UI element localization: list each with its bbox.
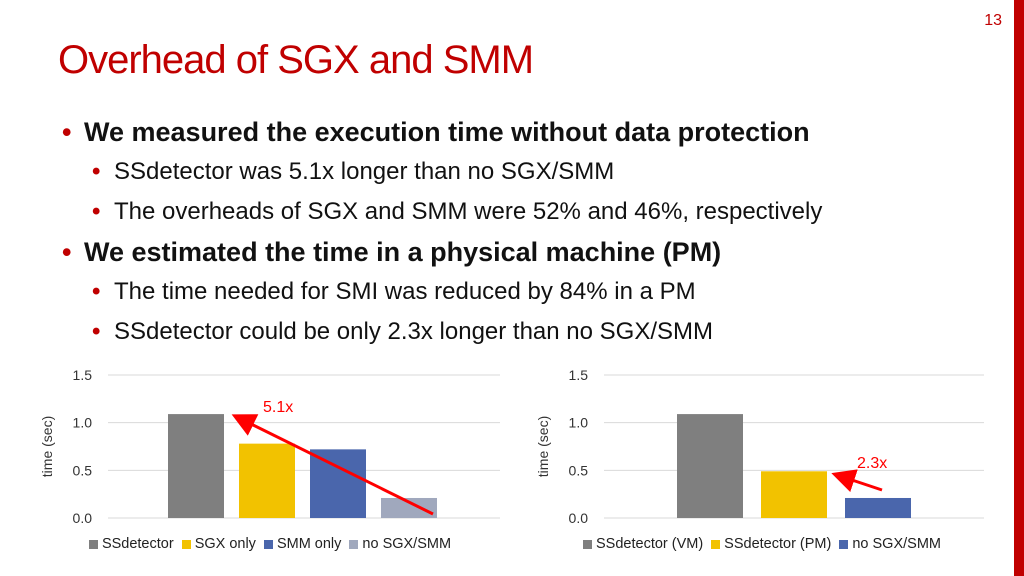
legend-label: SSdetector (PM) (724, 536, 832, 552)
sub-bullet-smi: • The time needed for SMI was reduced by… (62, 272, 962, 312)
y-tick-label: 0.5 (569, 462, 589, 478)
sub-bullet-text: The time needed for SMI was reduced by 8… (114, 278, 696, 305)
annotation-label: 2.3x (857, 455, 887, 472)
legend-item: SSdetector (88, 536, 174, 552)
legend-swatch (181, 539, 191, 549)
legend-label: no SGX/SMM (852, 536, 941, 552)
bar (310, 449, 366, 518)
sub-bullet-5x: • SSdetector was 5.1x longer than no SGX… (62, 152, 962, 192)
bar (381, 497, 437, 518)
bullet-text: We measured the execution time without d… (84, 117, 810, 147)
legend-swatch (88, 539, 98, 549)
legend-item: SMM only (263, 536, 342, 552)
bullet-dot-icon: • (92, 278, 101, 305)
y-tick-label: 1.5 (569, 367, 589, 383)
bullet-dot-icon: • (92, 198, 101, 225)
bullet-dot-icon: • (62, 237, 72, 267)
bar (845, 497, 911, 518)
bar (761, 471, 827, 518)
legend-label: SSdetector (101, 536, 174, 552)
y-tick-label: 1.5 (73, 367, 93, 383)
y-tick-label: 0.0 (73, 510, 93, 526)
legend-item: no SGX/SMM (349, 536, 451, 552)
annotation-arrow (231, 414, 434, 516)
page-title: Overhead of SGX and SMM (58, 38, 534, 82)
bullet-list: • We measured the execution time without… (62, 112, 962, 352)
legend-item: SSdetector (PM) (711, 536, 831, 552)
y-tick-label: 0.0 (569, 510, 589, 526)
y-tick-label: 1.0 (73, 415, 93, 431)
bullet-dot-icon: • (92, 158, 101, 185)
legend-label: SSdetector (VM) (596, 536, 704, 552)
chart-legend: SSdetector SGX only SMM only no SGX/SMM (20, 536, 520, 552)
legend-label: SMM only (276, 536, 342, 552)
legend-item: SGX only (181, 536, 256, 552)
y-axis-label: time (sec) (535, 416, 551, 477)
chart-vm: 0.0 0.5 1.0 1.5 time (sec) 5.1x SSdetector SGX… (20, 360, 520, 570)
legend-swatch (263, 539, 273, 549)
y-tick-label: 1.0 (569, 415, 589, 431)
bullet-text: We estimated the time in a physical mach… (84, 237, 722, 267)
bullet-estimated: • We estimated the time in a physical ma… (62, 232, 962, 272)
bullet-dot-icon: • (92, 318, 101, 345)
legend-swatch (711, 539, 721, 549)
legend-item: no SGX/SMM (839, 536, 941, 552)
sub-bullet-text: SSdetector could be only 2.3x longer tha… (114, 318, 714, 345)
sub-bullet-text: The overheads of SGX and SMM were 52% an… (114, 198, 823, 225)
y-tick-label: 0.5 (73, 462, 93, 478)
legend-swatch (583, 539, 592, 549)
sub-bullet-2x: • SSdetector could be only 2.3x longer t… (62, 312, 962, 352)
annotation-label: 5.1x (263, 399, 293, 416)
bullet-measured: • We measured the execution time without… (62, 112, 962, 152)
legend-label: SGX only (194, 536, 256, 552)
legend-swatch (349, 539, 359, 549)
legend-item: SSdetector (VM) (583, 536, 703, 552)
chart-pm-svg: 0.0 0.5 1.0 1.5 time (sec) 2.3x (535, 367, 984, 526)
legend-swatch (839, 539, 849, 549)
bar (677, 414, 743, 518)
chart-vm-svg: 0.0 0.5 1.0 1.5 time (sec) 5.1x (39, 367, 500, 526)
y-axis-label: time (sec) (39, 416, 55, 477)
annotation-arrow (831, 469, 883, 493)
bullet-dot-icon: • (62, 117, 72, 147)
slide-number: 13 (984, 12, 1002, 29)
sub-bullet-overheads: • The overheads of SGX and SMM were 52% … (62, 192, 962, 232)
bar (168, 414, 224, 518)
chart-pm: 0.0 0.5 1.0 1.5 time (sec) 2.3x SSdetector (V… (512, 360, 1012, 570)
sub-bullet-text: SSdetector was 5.1x longer than no SGX/S… (114, 158, 615, 185)
accent-bar (1014, 0, 1024, 576)
chart-legend: SSdetector (VM) SSdetector (PM) no SGX/SMM (512, 536, 1012, 552)
legend-label: no SGX/SMM (362, 536, 452, 552)
bar (239, 443, 295, 518)
